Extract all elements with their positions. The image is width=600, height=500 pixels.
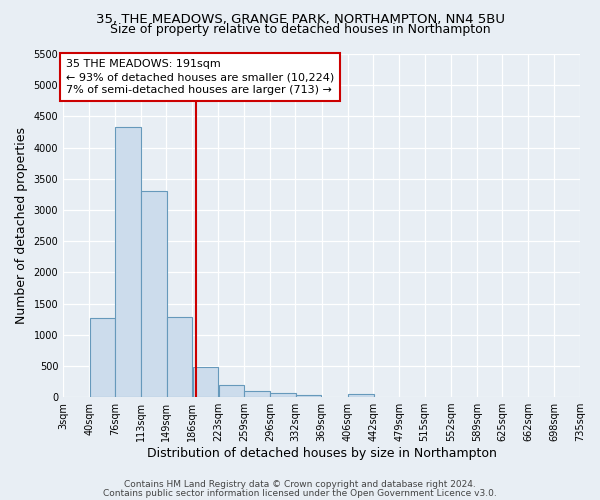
Text: Size of property relative to detached houses in Northampton: Size of property relative to detached ho… bbox=[110, 22, 490, 36]
Bar bbox=[348, 394, 374, 397]
Bar bbox=[296, 394, 322, 397]
X-axis label: Distribution of detached houses by size in Northampton: Distribution of detached houses by size … bbox=[146, 447, 497, 460]
Bar bbox=[141, 191, 167, 397]
Bar bbox=[193, 367, 218, 397]
Y-axis label: Number of detached properties: Number of detached properties bbox=[15, 127, 28, 324]
Bar bbox=[115, 127, 140, 397]
Text: Contains public sector information licensed under the Open Government Licence v3: Contains public sector information licen… bbox=[103, 488, 497, 498]
Text: 35 THE MEADOWS: 191sqm
← 93% of detached houses are smaller (10,224)
7% of semi-: 35 THE MEADOWS: 191sqm ← 93% of detached… bbox=[66, 59, 334, 96]
Text: 35, THE MEADOWS, GRANGE PARK, NORTHAMPTON, NN4 5BU: 35, THE MEADOWS, GRANGE PARK, NORTHAMPTO… bbox=[95, 12, 505, 26]
Bar bbox=[219, 384, 244, 397]
Bar bbox=[89, 318, 115, 397]
Bar bbox=[167, 316, 192, 397]
Bar bbox=[244, 392, 270, 397]
Text: Contains HM Land Registry data © Crown copyright and database right 2024.: Contains HM Land Registry data © Crown c… bbox=[124, 480, 476, 489]
Bar bbox=[271, 392, 296, 397]
